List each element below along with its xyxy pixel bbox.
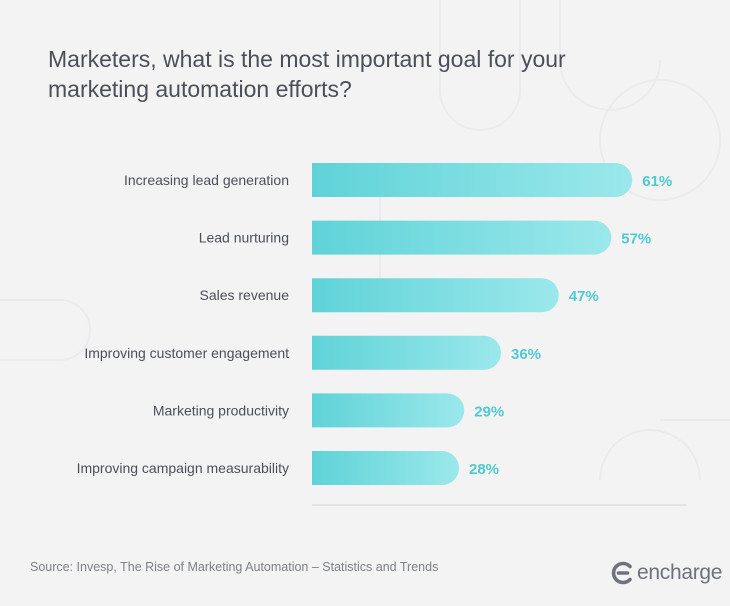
bar xyxy=(312,220,612,255)
category-label: Sales revenue xyxy=(199,287,289,303)
category-label: Improving customer engagement xyxy=(84,345,289,361)
category-label: Lead nurturing xyxy=(199,230,289,246)
bar xyxy=(312,335,501,370)
value-label: 57% xyxy=(621,231,651,248)
encharge-logo-icon xyxy=(611,561,632,585)
value-label: 29% xyxy=(474,403,504,420)
bar xyxy=(312,278,559,313)
brand-name: encharge xyxy=(637,561,723,584)
value-label: 36% xyxy=(511,346,541,363)
chart-title: Marketers, what is the most important go… xyxy=(48,46,566,102)
value-label: 47% xyxy=(569,288,599,305)
category-label: Improving campaign measurability xyxy=(77,460,289,476)
bar xyxy=(312,163,633,197)
value-label: 28% xyxy=(469,461,499,478)
bar xyxy=(312,451,459,485)
value-label: 61% xyxy=(642,173,672,190)
source-note: Source: Invesp, The Rise of Marketing Au… xyxy=(30,560,439,574)
category-label: Marketing productivity xyxy=(153,402,289,418)
bar xyxy=(312,393,465,428)
category-label: Increasing lead generation xyxy=(124,172,289,188)
brand-logo: encharge xyxy=(609,558,722,588)
